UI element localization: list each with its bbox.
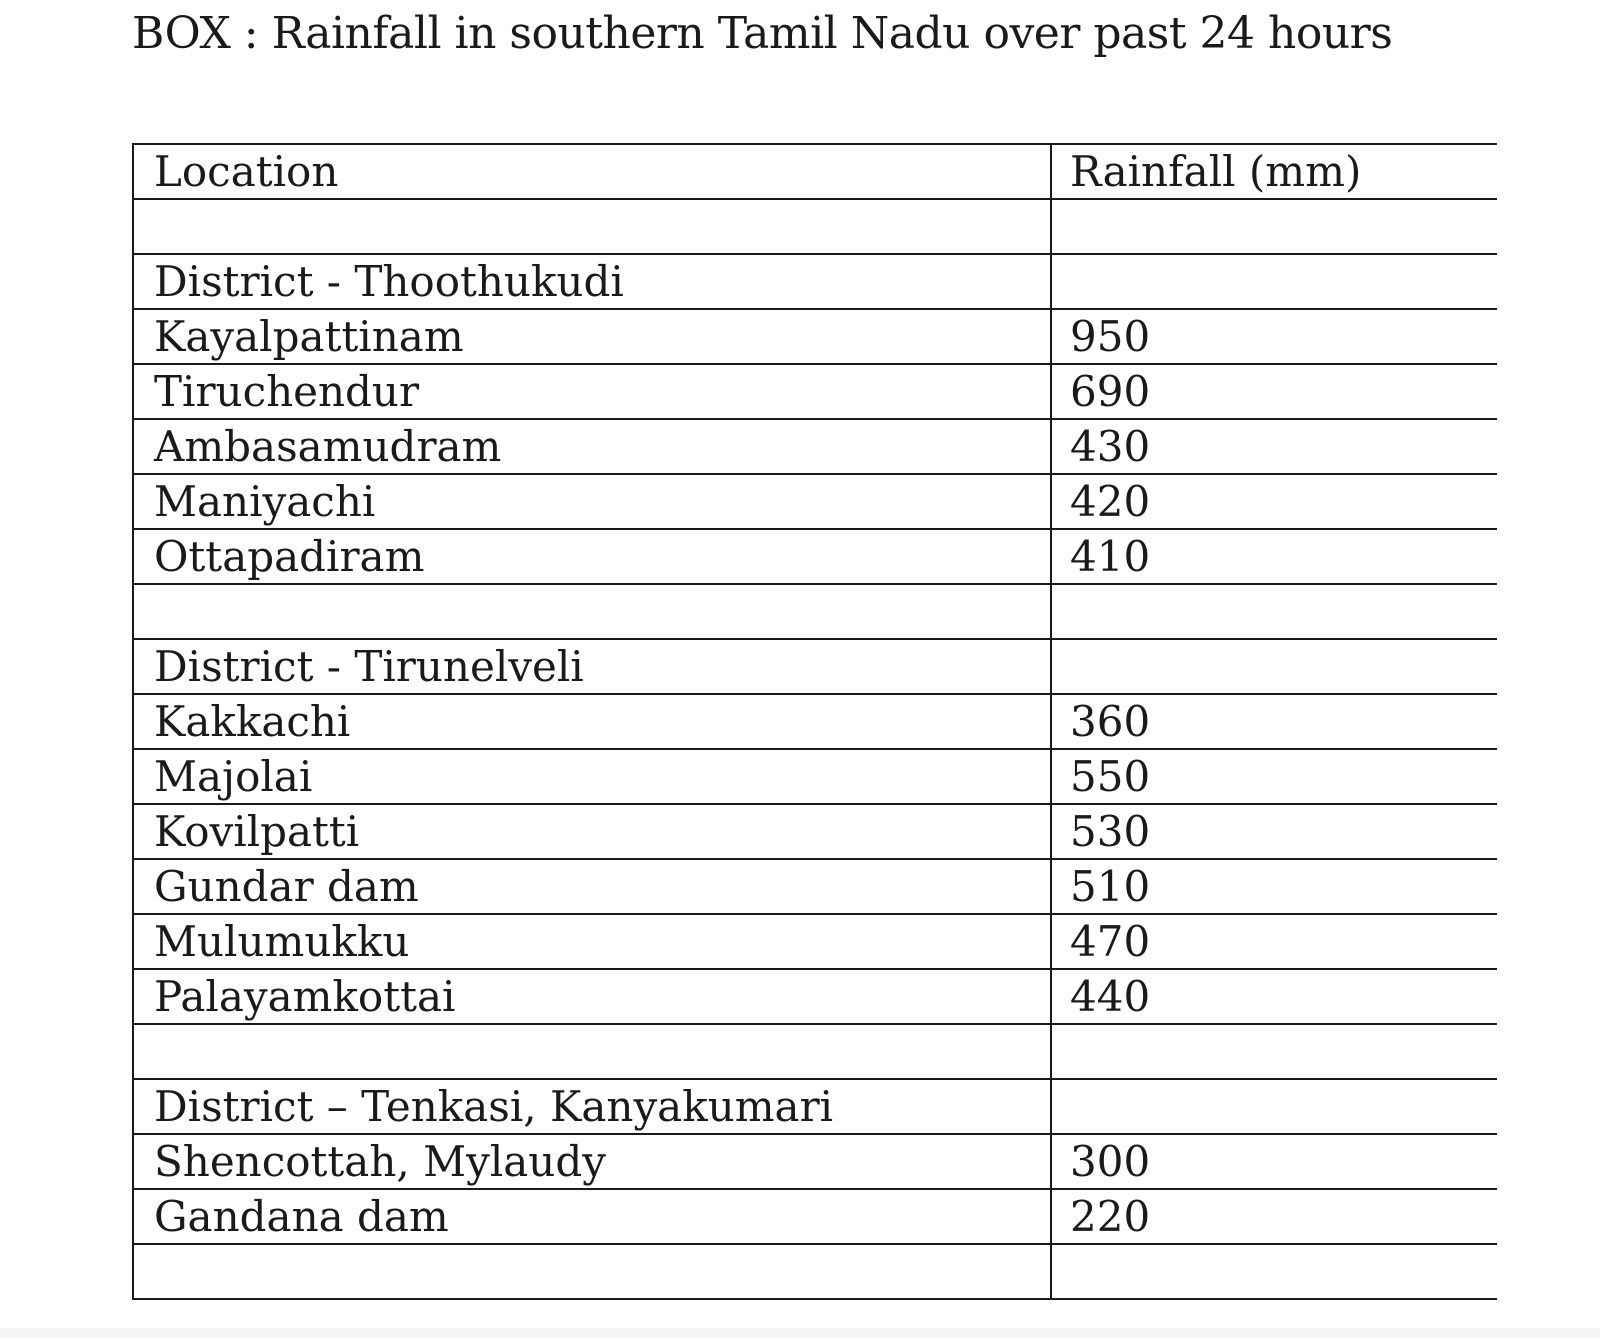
location-cell: Shencottah, Mylaudy <box>132 1133 1052 1190</box>
location-cell: Majolai <box>132 748 1052 805</box>
rainfall-cell: 360 <box>1050 693 1497 750</box>
rainfall-cell <box>1050 253 1497 310</box>
location-cell: Kayalpattinam <box>132 308 1052 365</box>
rainfall-cell: 690 <box>1050 363 1497 420</box>
table-row: Maniyachi 420 <box>132 473 1497 530</box>
rainfall-cell <box>1050 1023 1497 1080</box>
rainfall-cell: 470 <box>1050 913 1497 970</box>
rainfall-cell: 510 <box>1050 858 1497 915</box>
location-cell <box>132 583 1052 640</box>
location-cell: Palayamkottai <box>132 968 1052 1025</box>
rainfall-table: Location Rainfall (mm) District - Thooth… <box>132 143 1497 1300</box>
location-cell: District - Tirunelveli <box>132 638 1052 695</box>
table-row: Kayalpattinam 950 <box>132 308 1497 365</box>
location-cell: Kakkachi <box>132 693 1052 750</box>
table-row <box>132 1023 1497 1080</box>
table-header-row: Location Rainfall (mm) <box>132 143 1497 200</box>
rainfall-cell <box>1050 638 1497 695</box>
bottom-edge-strip <box>0 1328 1600 1338</box>
rainfall-cell <box>1050 1078 1497 1135</box>
table-row: District - Thoothukudi <box>132 253 1497 310</box>
location-cell: Kovilpatti <box>132 803 1052 860</box>
rainfall-cell <box>1050 1243 1497 1300</box>
header-rainfall: Rainfall (mm) <box>1050 143 1497 200</box>
rainfall-cell: 430 <box>1050 418 1497 475</box>
table-row <box>132 1243 1497 1300</box>
table-row: Mulumukku 470 <box>132 913 1497 970</box>
rainfall-cell: 220 <box>1050 1188 1497 1245</box>
table-row: Gandana dam 220 <box>132 1188 1497 1245</box>
location-cell: Tiruchendur <box>132 363 1052 420</box>
rainfall-table-body: Location Rainfall (mm) District - Thooth… <box>132 143 1497 1300</box>
table-row <box>132 198 1497 255</box>
table-row: Ambasamudram 430 <box>132 418 1497 475</box>
location-cell: Gundar dam <box>132 858 1052 915</box>
location-cell: Maniyachi <box>132 473 1052 530</box>
rainfall-cell: 420 <box>1050 473 1497 530</box>
table-row: Majolai 550 <box>132 748 1497 805</box>
table-row: Kakkachi 360 <box>132 693 1497 750</box>
rainfall-cell <box>1050 198 1497 255</box>
location-cell: Mulumukku <box>132 913 1052 970</box>
document-title: BOX : Rainfall in southern Tamil Nadu ov… <box>132 8 1393 59</box>
table-row: District - Tirunelveli <box>132 638 1497 695</box>
rainfall-cell: 950 <box>1050 308 1497 365</box>
location-cell: District - Thoothukudi <box>132 253 1052 310</box>
rainfall-cell: 300 <box>1050 1133 1497 1190</box>
rainfall-cell: 440 <box>1050 968 1497 1025</box>
location-cell: Ambasamudram <box>132 418 1052 475</box>
rainfall-cell: 550 <box>1050 748 1497 805</box>
table-row: Ottapadiram 410 <box>132 528 1497 585</box>
location-cell: Gandana dam <box>132 1188 1052 1245</box>
location-cell <box>132 1243 1052 1300</box>
rainfall-cell: 410 <box>1050 528 1497 585</box>
table-row: Shencottah, Mylaudy 300 <box>132 1133 1497 1190</box>
rainfall-cell: 530 <box>1050 803 1497 860</box>
table-row: Tiruchendur 690 <box>132 363 1497 420</box>
table-row: Palayamkottai 440 <box>132 968 1497 1025</box>
location-cell <box>132 1023 1052 1080</box>
rainfall-table-container: Location Rainfall (mm) District - Thooth… <box>132 143 1497 1333</box>
table-row: Kovilpatti 530 <box>132 803 1497 860</box>
table-row <box>132 583 1497 640</box>
location-cell: District – Tenkasi, Kanyakumari <box>132 1078 1052 1135</box>
rainfall-cell <box>1050 583 1497 640</box>
table-row: Gundar dam 510 <box>132 858 1497 915</box>
table-row: District – Tenkasi, Kanyakumari <box>132 1078 1497 1135</box>
location-cell: Ottapadiram <box>132 528 1052 585</box>
location-cell <box>132 198 1052 255</box>
header-location: Location <box>132 143 1052 200</box>
